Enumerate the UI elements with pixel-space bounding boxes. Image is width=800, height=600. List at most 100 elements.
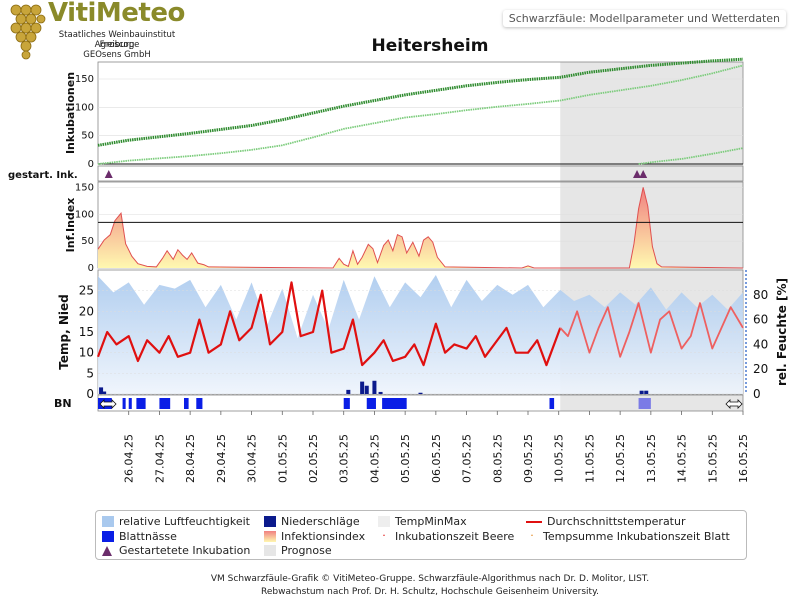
y-axis-label: Inkubationen: [64, 72, 77, 154]
precip-bar: [346, 389, 351, 394]
brand-name: VitiMeteo: [48, 0, 185, 28]
precip-swatch-icon: [264, 516, 276, 527]
y-axis-label: Inf.Index: [64, 198, 77, 253]
infection-outline: [97, 187, 744, 269]
org-line-3: GEOsens GmbH: [83, 50, 151, 60]
y-tick-label: 0: [86, 387, 94, 401]
y-tick-label: 150: [75, 182, 94, 193]
legend-item-forecast: Prognose: [264, 544, 332, 557]
incubation-series-line: [638, 147, 744, 165]
leafwet-bar: [366, 398, 376, 409]
precip-bar: [102, 391, 107, 394]
y-tick-label: 20: [79, 304, 94, 318]
x-tick-label: 26.04.25: [123, 434, 136, 483]
x-tick-label: 06.05.25: [430, 434, 443, 483]
legend-label: relative Luftfeuchtigkeit: [119, 515, 250, 528]
leafwet-bar: [382, 398, 407, 409]
y-right-tick-label: 80: [753, 288, 768, 302]
leafwet-bar: [136, 398, 146, 409]
footer-line-1: VM Schwarzfäule-Grafik © VitiMeteo-Grupp…: [210, 574, 650, 584]
leafwet-bar: [128, 398, 132, 409]
humidity-swatch-icon: [102, 516, 114, 527]
leafwet-bar: [159, 398, 171, 409]
y-tick-label: 50: [81, 131, 94, 142]
dot-icon: ·: [530, 528, 534, 542]
temperature-line: [96, 281, 562, 367]
y-right-tick-label: 0: [753, 387, 761, 401]
started-incubation-marker: [633, 170, 642, 178]
legend-label: Tempsumme Inkubationszeit Blatt: [543, 530, 730, 543]
incubation-series-line: [97, 57, 744, 147]
scroll-right-icon: [725, 399, 743, 409]
precip-bar: [418, 392, 423, 394]
legend-label: Inkubationszeit Beere: [395, 530, 515, 543]
y-tick-label: 5: [86, 366, 94, 380]
temperature-forecast-line: [559, 302, 744, 358]
y-right-tick-label: 40: [753, 337, 768, 351]
x-tick-label: 15.05.25: [706, 434, 719, 483]
x-tick-label: 02.05.25: [307, 434, 320, 483]
x-tick-label: 12.05.25: [614, 434, 627, 483]
y-tick-label: 15: [79, 325, 94, 339]
legend-item-leaf-sum: · Tempsumme Inkubationszeit Blatt: [526, 528, 730, 544]
chart-subtitle: Schwarzfäule: Modellparameter und Wetter…: [502, 10, 786, 27]
legend-item-berry: · Inkubationszeit Beere: [378, 530, 515, 544]
infection-swatch-icon: [264, 531, 276, 542]
x-tick-label: 01.05.25: [276, 434, 289, 483]
precip-bar: [378, 391, 383, 394]
x-tick-label: 03.05.25: [338, 434, 351, 483]
incubation-series-line: [97, 64, 744, 165]
legend-label: Durchschnittstemperatur: [547, 515, 686, 528]
legend-item-started: Gestartetete Inkubation: [102, 544, 250, 557]
started-incubation-marker: [639, 170, 648, 178]
y-axis-label: Temp, Nied: [57, 294, 71, 369]
x-tick-label: 05.05.25: [399, 434, 412, 483]
humidity-area: [98, 274, 743, 394]
y-tick-label: 0: [88, 263, 94, 274]
y-tick-label: 50: [81, 236, 94, 247]
forecast-swatch-icon: [264, 545, 276, 556]
leafwet-bar: [638, 398, 651, 409]
leafwet-bar: [343, 398, 350, 409]
y-tick-label: 100: [75, 102, 94, 113]
marker-row-label: gestart. Ink.: [8, 170, 78, 181]
y-tick-label: 25: [79, 284, 94, 298]
precip-bar: [364, 385, 369, 394]
x-tick-label: 16.05.25: [737, 434, 750, 483]
footer-line-2: Rebwachstum nach Prof. Dr. H. Schultz, H…: [261, 587, 599, 597]
station-title: Heitersheim: [371, 36, 489, 56]
legend-item-infection: Infektionsindex: [264, 530, 365, 543]
leafwet-bar: [122, 398, 126, 409]
x-tick-label: 29.04.25: [215, 434, 228, 483]
x-tick-label: 07.05.25: [461, 434, 474, 483]
legend-label: Blattnässe: [119, 530, 177, 543]
legend-label: Prognose: [281, 544, 332, 557]
leafwet-bar: [196, 398, 203, 409]
legend-item-temp-line: Durchschnittstemperatur: [526, 515, 686, 528]
leafwet-swatch-icon: [102, 531, 114, 542]
legend-item-precip: Niederschläge: [264, 515, 360, 528]
x-tick-label: 27.04.25: [153, 434, 166, 483]
org-line-2: Agroscope: [94, 40, 140, 50]
footer-credits: VM Schwarzfäule-Grafik © VitiMeteo-Grupp…: [0, 573, 800, 599]
x-tick-label: 28.04.25: [184, 434, 197, 483]
precip-bar: [372, 380, 377, 394]
x-tick-label: 11.05.25: [583, 434, 596, 483]
y-right-tick-label: 20: [753, 362, 768, 376]
scroll-left-icon: [99, 399, 117, 409]
legend-item-leafwet: Blattnässe: [102, 530, 177, 543]
leafwet-bar: [184, 398, 189, 409]
legend-item-tempminmax: TempMinMax: [378, 515, 467, 528]
x-tick-label: 08.05.25: [491, 434, 504, 483]
y-tick-label: 0: [88, 159, 94, 170]
started-incubation-marker: [104, 170, 113, 178]
y-tick-label: 150: [75, 74, 94, 85]
chart-legend: relative Luftfeuchtigkeit Niederschläge …: [95, 510, 747, 560]
y-tick-label: 10: [79, 346, 94, 360]
leafwet-row-label: BN: [54, 397, 72, 410]
legend-label: TempMinMax: [395, 515, 467, 528]
precip-bar: [99, 387, 104, 394]
legend-item-humidity: relative Luftfeuchtigkeit: [102, 515, 250, 528]
org-line-1: Staatliches Weinbauinstitut Freiburg: [58, 30, 176, 50]
